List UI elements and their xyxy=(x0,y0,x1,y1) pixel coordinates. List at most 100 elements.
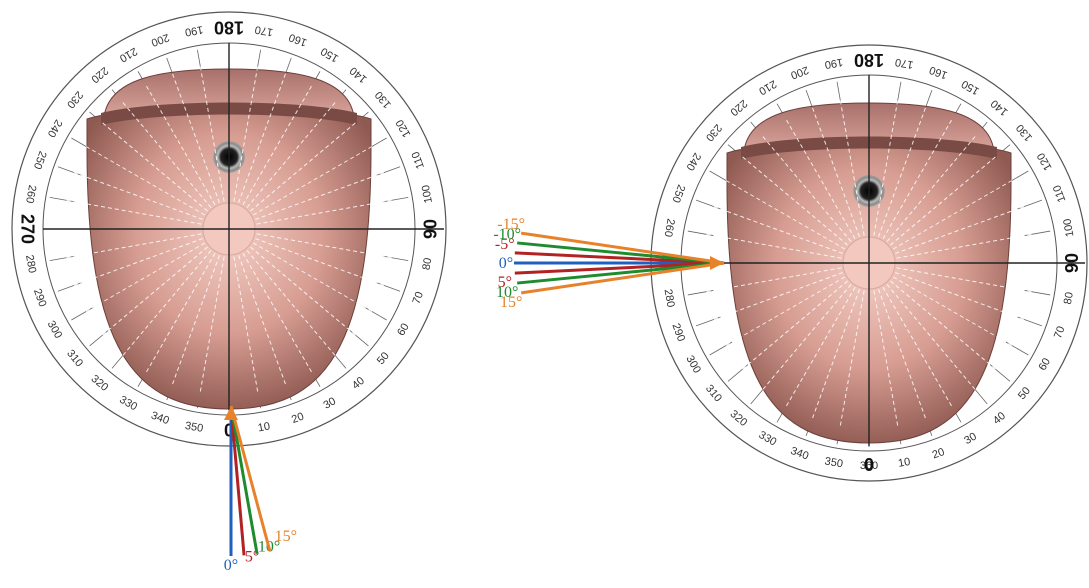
guide-line xyxy=(892,276,1015,348)
dial-tick xyxy=(49,255,76,261)
dial-tick xyxy=(348,328,369,347)
dial-number-190: 190 xyxy=(824,56,844,71)
guide-line xyxy=(171,70,220,203)
guide-line xyxy=(83,242,206,314)
guide-line xyxy=(873,97,899,236)
arrow-label-15deg: 15° xyxy=(275,528,297,545)
guide-line xyxy=(144,83,216,206)
dial-number-10: 10 xyxy=(257,420,271,434)
arrow-10deg xyxy=(229,405,259,554)
dial-number-160: 160 xyxy=(928,63,949,81)
dial-number-110: 110 xyxy=(410,150,427,171)
guide-line xyxy=(784,117,856,240)
dial-number-60: 60 xyxy=(1037,356,1054,373)
guide-line xyxy=(784,286,856,409)
arrow-label-5deg: 5° xyxy=(498,274,512,291)
guide-line xyxy=(171,255,220,388)
dial-tick xyxy=(382,255,409,261)
guide-line xyxy=(252,242,375,314)
guide-line xyxy=(878,104,927,237)
dial-number-0: 0 xyxy=(866,460,872,472)
arrow-label-10deg: 10° xyxy=(496,284,518,301)
arrow--10deg xyxy=(517,241,725,265)
dial-number-80: 80 xyxy=(420,257,434,271)
guide-line xyxy=(83,144,206,216)
guide-line xyxy=(710,272,843,321)
dial-number-70: 70 xyxy=(1052,325,1067,341)
dial-number-100: 100 xyxy=(420,184,435,204)
guide-line xyxy=(256,233,395,259)
dial-number-250: 250 xyxy=(31,149,49,170)
dial-number-90: 90 xyxy=(1062,253,1082,273)
dial-number-70: 70 xyxy=(411,290,426,306)
dial-number-10: 10 xyxy=(897,456,911,470)
guide-line xyxy=(811,104,860,237)
guide-line xyxy=(199,63,225,202)
guide-line xyxy=(878,289,927,422)
guide-line xyxy=(760,133,852,242)
arrow-label--15deg: -15° xyxy=(497,216,525,233)
guide-line xyxy=(250,120,359,212)
dial-number-290: 290 xyxy=(669,322,687,343)
dial-number-60: 60 xyxy=(395,321,412,338)
dial-number-190: 190 xyxy=(184,23,204,38)
dial-number-0: 0 xyxy=(224,421,234,441)
guide-line xyxy=(703,267,842,293)
guide-line xyxy=(199,256,225,395)
guide-line xyxy=(760,284,852,393)
guide-line xyxy=(886,133,978,242)
guide-line xyxy=(723,178,846,250)
dial-tick xyxy=(375,166,401,177)
guide-line xyxy=(120,250,212,359)
dial-number-30: 30 xyxy=(962,431,979,448)
dial-tick xyxy=(375,281,401,292)
dial-number-360: 360 xyxy=(860,460,878,472)
dial-number-180: 180 xyxy=(854,50,884,70)
dial-number-30: 30 xyxy=(321,395,338,412)
guide-line xyxy=(890,154,999,246)
dial-tick xyxy=(71,306,95,321)
guide-line xyxy=(246,99,338,208)
guide-line xyxy=(242,252,314,375)
dial-number-80: 80 xyxy=(1062,291,1076,305)
right-dial: 0 102030405060708090100110120130140150160… xyxy=(493,44,1088,482)
guide-line xyxy=(238,255,287,388)
arrowhead-icon xyxy=(710,256,724,270)
arrow--5deg xyxy=(514,251,725,265)
dial-number-0-big: 0 xyxy=(864,455,874,475)
guide-line xyxy=(882,117,954,240)
arrow-15deg xyxy=(520,261,725,295)
dial-number-280: 280 xyxy=(23,254,38,274)
dial-number-350: 350 xyxy=(184,420,204,435)
guide-line xyxy=(99,120,208,212)
dial-number-250: 250 xyxy=(669,183,687,204)
guide-line xyxy=(246,250,338,359)
dial-tick xyxy=(89,328,110,347)
left-dial: 0 102030405060708090100110120130140150160… xyxy=(11,11,447,574)
guide-line xyxy=(256,199,395,225)
guide-line xyxy=(811,289,860,422)
guide-line xyxy=(250,246,359,338)
dial-number-170: 170 xyxy=(894,56,914,71)
guide-line xyxy=(99,246,208,338)
dial-tick xyxy=(363,306,387,321)
dial-number-20: 20 xyxy=(290,411,306,426)
guide-line xyxy=(723,276,846,348)
dial-number-110: 110 xyxy=(1051,183,1068,204)
dial-number-170: 170 xyxy=(254,23,274,38)
dial-number-200: 200 xyxy=(789,63,810,81)
guide-line xyxy=(886,284,978,393)
arrow-15deg xyxy=(229,405,272,552)
guide-line xyxy=(255,238,388,287)
dial-tick xyxy=(382,197,409,203)
guide-line xyxy=(739,280,848,372)
guide-line xyxy=(252,144,375,216)
guide-line xyxy=(255,171,388,220)
arrow-label-0deg: 0° xyxy=(224,557,238,574)
arrow-label--5deg: -5° xyxy=(495,236,515,253)
guide-line xyxy=(895,205,1028,254)
guide-line xyxy=(839,97,865,236)
guide-line xyxy=(63,199,202,225)
guide-line xyxy=(242,83,314,206)
dial-number-280: 280 xyxy=(662,288,677,308)
